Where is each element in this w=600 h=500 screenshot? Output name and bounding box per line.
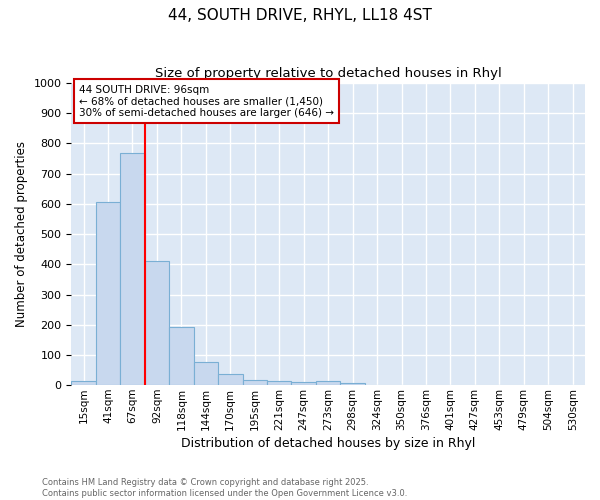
Bar — [267, 380, 292, 385]
Bar — [169, 327, 194, 385]
Bar — [96, 202, 120, 385]
Bar — [242, 380, 267, 385]
X-axis label: Distribution of detached houses by size in Rhyl: Distribution of detached houses by size … — [181, 437, 475, 450]
Bar — [145, 262, 169, 385]
Bar — [194, 362, 218, 385]
Bar — [316, 380, 340, 385]
Text: Contains HM Land Registry data © Crown copyright and database right 2025.
Contai: Contains HM Land Registry data © Crown c… — [42, 478, 407, 498]
Y-axis label: Number of detached properties: Number of detached properties — [15, 141, 28, 327]
Text: 44 SOUTH DRIVE: 96sqm
← 68% of detached houses are smaller (1,450)
30% of semi-d: 44 SOUTH DRIVE: 96sqm ← 68% of detached … — [79, 84, 334, 118]
Bar — [71, 380, 96, 385]
Bar — [218, 374, 242, 385]
Bar — [340, 383, 365, 385]
Bar — [120, 152, 145, 385]
Title: Size of property relative to detached houses in Rhyl: Size of property relative to detached ho… — [155, 68, 502, 80]
Text: 44, SOUTH DRIVE, RHYL, LL18 4ST: 44, SOUTH DRIVE, RHYL, LL18 4ST — [168, 8, 432, 22]
Bar — [292, 382, 316, 385]
